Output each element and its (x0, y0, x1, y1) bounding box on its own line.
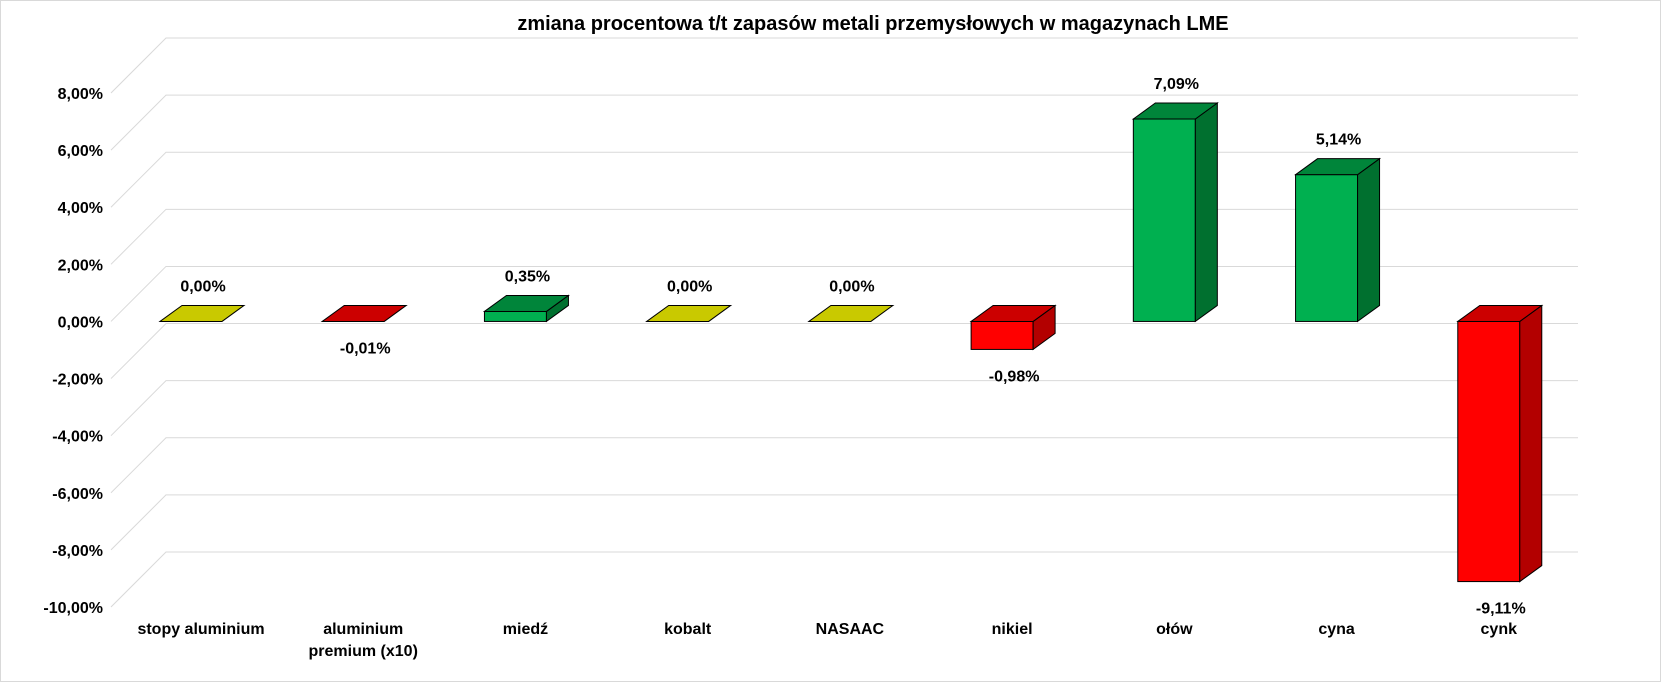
gridline (110, 37, 1578, 94)
y-tick-label: 4,00% (58, 200, 103, 217)
data-label: 0,00% (829, 278, 874, 295)
bar (1456, 304, 1544, 583)
category-labels: stopy aluminium aluminium premium (x10) mie… (137, 621, 1517, 660)
gridline (110, 208, 1578, 265)
chart-title: zmiana procentowa t/t zapasów metali prz… (517, 13, 1228, 35)
y-tick-label: 2,00% (58, 257, 103, 274)
gridline (110, 94, 1578, 151)
category-label: cynk (1481, 621, 1518, 638)
gridline (110, 494, 1578, 551)
y-tick-label: -8,00% (52, 543, 103, 560)
y-tick-label: -4,00% (52, 429, 103, 446)
bar-top (807, 304, 895, 322)
y-axis-ticks: 8,00% 6,00% 4,00% 2,00% 0,00% -2,00% -4,00% -6,… (43, 86, 103, 617)
category-label: NASAAC (816, 621, 885, 638)
data-label: 0,00% (667, 278, 712, 295)
gridline (110, 551, 1578, 608)
bar (1294, 157, 1382, 323)
bar (1131, 102, 1219, 323)
category-label: nikiel (992, 621, 1033, 638)
bar-side (1357, 157, 1381, 323)
bar-top (158, 304, 246, 322)
bar (645, 304, 733, 322)
data-label: -0,01% (340, 341, 391, 358)
gridline (110, 437, 1578, 494)
y-tick-label: 0,00% (58, 314, 103, 331)
y-tick-label: 8,00% (58, 86, 103, 103)
bar (969, 304, 1057, 351)
data-label: -9,11% (1476, 601, 1526, 618)
category-label: miedź (503, 621, 548, 638)
category-label: aluminium premium (x10) (309, 621, 418, 660)
bar (320, 304, 408, 322)
bar-front (1132, 118, 1196, 322)
bar (482, 294, 570, 323)
gridlines (110, 37, 1578, 608)
category-label: cyna (1318, 621, 1355, 638)
gridline (110, 151, 1578, 208)
bar-top (1294, 158, 1382, 176)
gridline (110, 323, 1578, 379)
data-label: 0,00% (180, 278, 225, 295)
data-label: -0,98% (989, 368, 1040, 385)
bar-side (1194, 102, 1218, 323)
bar-top (482, 294, 570, 312)
bar (158, 304, 246, 322)
category-label: stopy aluminium (137, 621, 264, 638)
data-label: 7,09% (1154, 76, 1199, 93)
data-labels: 0,00% -0,01% 0,35% 0,00% 0,00% -0,98% 7,09% 5,1… (180, 76, 1525, 618)
category-label: ołów (1156, 621, 1193, 638)
bar (807, 304, 895, 322)
y-tick-label: -2,00% (52, 372, 103, 389)
category-label: kobalt (664, 621, 712, 638)
bar-front (1457, 320, 1521, 583)
bar-top (1131, 102, 1219, 120)
y-tick-label: 6,00% (58, 143, 103, 160)
y-tick-label: -6,00% (52, 486, 103, 503)
data-label: 5,14% (1316, 132, 1361, 149)
gridline (110, 265, 1578, 322)
bar-top (1456, 304, 1544, 322)
gridline (110, 380, 1578, 437)
data-label: 0,35% (505, 268, 550, 285)
bar-front (483, 310, 547, 322)
bar-front (1295, 174, 1359, 322)
bar-top (969, 304, 1057, 322)
bar-top (645, 304, 733, 322)
bar-side (1519, 304, 1543, 583)
bar-top (320, 304, 408, 322)
bars (158, 102, 1544, 583)
bar-front (970, 320, 1034, 350)
y-tick-label: -10,00% (43, 600, 103, 617)
